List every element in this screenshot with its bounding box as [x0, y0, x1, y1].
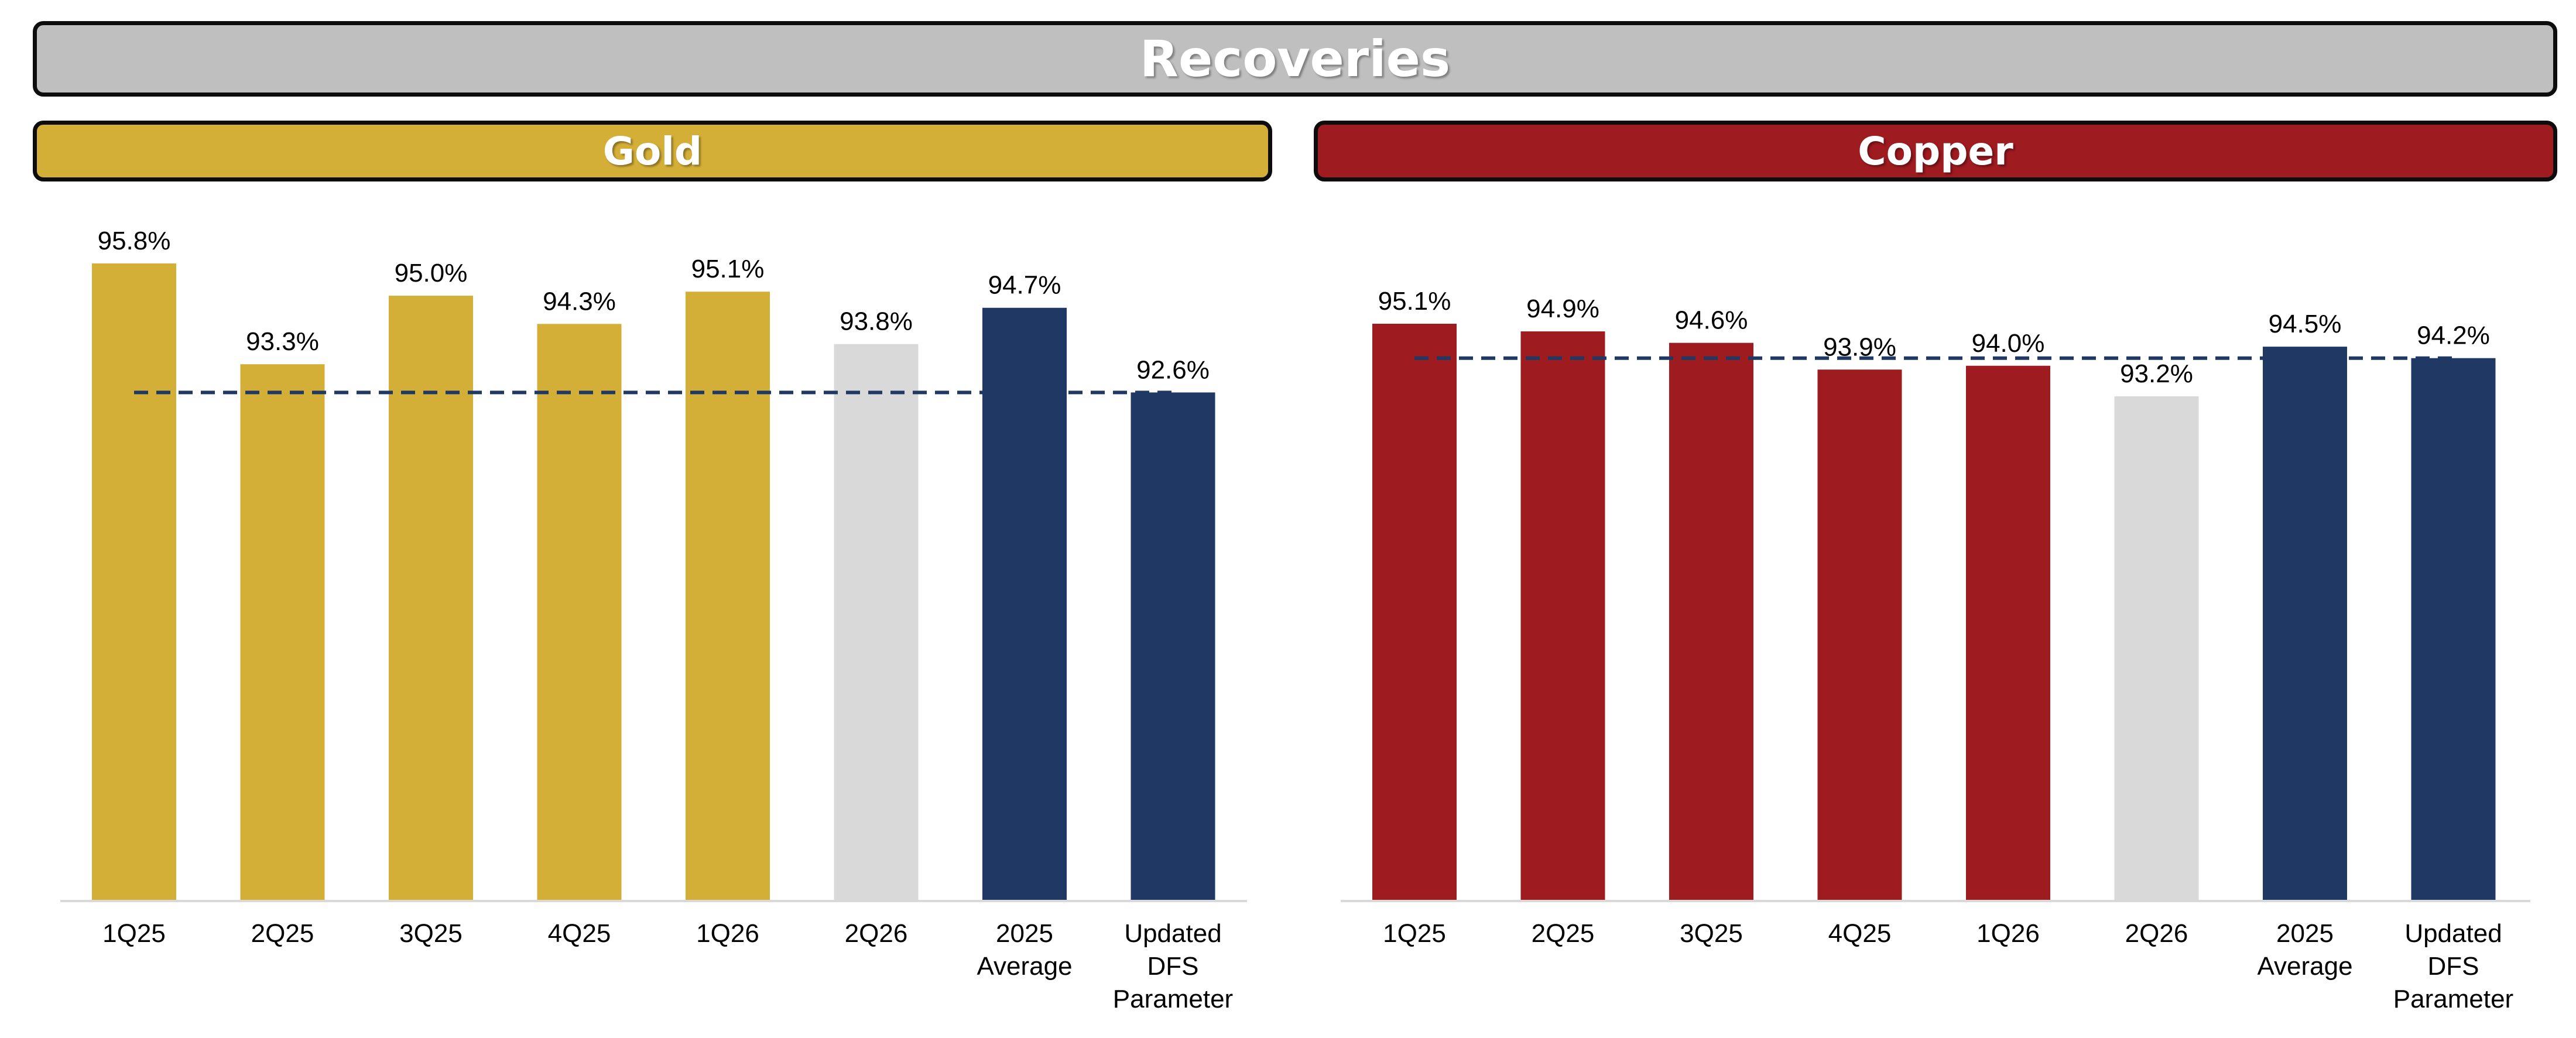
gold-bar-8	[1131, 392, 1215, 900]
gold-tick-label-1: 1Q25	[102, 919, 166, 948]
gold-tick-label-5: 1Q26	[696, 919, 759, 948]
copper-bar-1	[1372, 324, 1457, 900]
copper-tick-label-6: 2Q26	[2125, 919, 2188, 948]
copper-bar-6	[2114, 396, 2199, 900]
gold-tick-line: 2Q25	[251, 919, 314, 948]
copper-tick-line: 3Q25	[1680, 919, 1743, 948]
copper-tick-line: 2025	[2276, 919, 2334, 948]
gold-bar-1	[92, 263, 176, 900]
page-title: Recoveries	[33, 21, 2557, 97]
copper-bar-8	[2411, 358, 2496, 900]
copper-bar-2	[1520, 331, 1605, 900]
gold-tick-line: 1Q26	[696, 919, 759, 948]
copper-tick-line: 1Q26	[1976, 919, 2040, 948]
copper-tick-label-3: 3Q25	[1680, 919, 1743, 948]
gold-tick-label-2: 2Q25	[251, 919, 314, 948]
copper-data-label-1: 95.1%	[1378, 287, 1451, 316]
copper-tick-label-7: 2025 Average	[2257, 919, 2352, 981]
gold-tick-line: 2Q26	[845, 919, 908, 948]
copper-data-label-8: 94.2%	[2417, 321, 2490, 350]
gold-data-label-6: 93.8%	[840, 307, 913, 336]
gold-bar-4	[537, 324, 622, 900]
gold-bar-7	[982, 307, 1067, 900]
copper-tick-label-8: Updated DFS Parameter	[2393, 919, 2513, 1013]
copper-bar-4	[1817, 369, 1902, 900]
gold-tick-label-8: Updated DFS Parameter	[1113, 919, 1233, 1013]
copper-bar-3	[1669, 342, 1753, 900]
copper-tick-line: 2Q25	[1532, 919, 1595, 948]
gold-tick-line: Updated	[1124, 919, 1221, 948]
copper-tick-line: Updated	[2404, 919, 2502, 948]
copper-data-label-2: 94.9%	[1526, 294, 1599, 323]
gold-tick-label-7: 2025 Average	[977, 919, 1072, 981]
copper-data-label-3: 94.6%	[1675, 306, 1748, 335]
copper-data-label-5: 94.0%	[1972, 329, 2045, 358]
gold-tick-line: 1Q25	[102, 919, 166, 948]
gold-bar-3	[389, 296, 473, 900]
copper-data-label-7: 94.5%	[2269, 310, 2342, 338]
gold-tick-label-6: 2Q26	[845, 919, 908, 948]
gold-tick-label-4: 4Q25	[548, 919, 611, 948]
copper-tick-line: Average	[2257, 952, 2352, 981]
copper-tick-line: DFS	[2428, 952, 2479, 981]
gold-data-label-3: 95.0%	[395, 259, 468, 287]
gold-bar-6	[834, 344, 919, 900]
gold-data-label-5: 95.1%	[691, 255, 765, 283]
copper-bar-5	[1966, 365, 2050, 900]
gold-data-label-7: 94.7%	[988, 271, 1061, 300]
gold-data-label-8: 92.6%	[1136, 355, 1210, 384]
gold-tick-line: Average	[977, 952, 1072, 981]
gold-data-label-1: 95.8%	[98, 227, 171, 255]
copper-data-label-6: 93.2%	[2120, 359, 2193, 388]
copper-tick-line: 4Q25	[1828, 919, 1892, 948]
gold-data-label-4: 94.3%	[543, 287, 616, 316]
copper-tick-label-2: 2Q25	[1532, 919, 1595, 948]
gold-panel-title: Gold	[33, 121, 1272, 181]
copper-panel-title: Copper	[1314, 121, 2557, 181]
gold-data-label-2: 93.3%	[246, 327, 319, 356]
gold-tick-line: 4Q25	[548, 919, 611, 948]
gold-tick-line: Parameter	[1113, 985, 1233, 1013]
copper-tick-line: Parameter	[2393, 985, 2513, 1013]
copper-tick-line: 1Q25	[1383, 919, 1446, 948]
gold-tick-label-3: 3Q25	[399, 919, 463, 948]
gold-tick-line: 3Q25	[399, 919, 463, 948]
copper-tick-label-5: 1Q26	[1976, 919, 2040, 948]
copper-tick-label-4: 4Q25	[1828, 919, 1892, 948]
copper-tick-label-1: 1Q25	[1383, 919, 1446, 948]
gold-tick-line: DFS	[1147, 952, 1199, 981]
gold-bar-2	[240, 364, 325, 900]
copper-tick-line: 2Q26	[2125, 919, 2188, 948]
copper-bar-7	[2263, 347, 2347, 900]
gold-tick-line: 2025	[996, 919, 1053, 948]
